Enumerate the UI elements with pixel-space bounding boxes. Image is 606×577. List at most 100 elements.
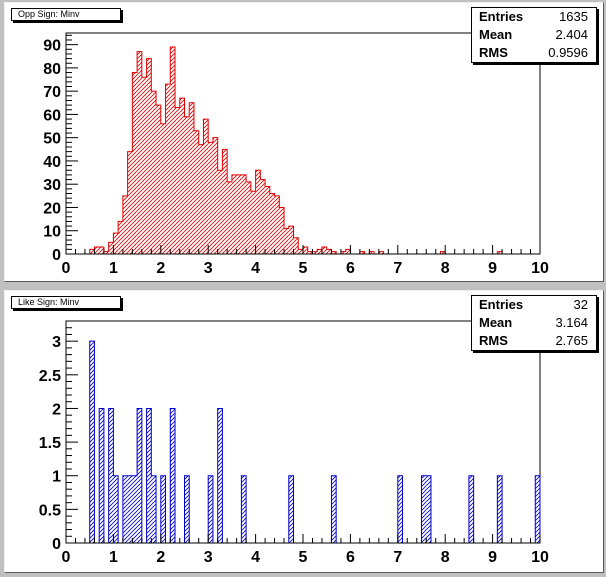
histogram-bin [236,174,242,254]
histogram-bin [122,195,128,254]
histogram-bin [189,102,194,254]
histogram-bin [156,105,161,255]
y-tick-label: 80 [43,61,61,78]
stat-row-rms: RMS 2.765 [472,332,596,350]
histogram-bin [340,251,346,254]
histogram-bin [212,137,218,254]
like-sign-histogram: 0 1 2 3 4 5 6 7 8 9 10 0 0.5 1 1.5 2 2.5 3 [39,320,549,566]
histogram-bin [108,408,114,543]
histogram-bin [208,475,213,543]
histogram-bin [298,249,303,254]
histogram-bin [255,170,261,254]
histogram-bin [331,251,337,254]
like-sign-title: Like Sign: Minv [11,296,121,309]
y-tick-label: 30 [43,177,61,194]
histogram-bin [108,242,114,254]
histogram-bin [184,475,190,543]
histogram-bin [378,251,384,254]
y-tick-label: 0 [52,536,61,553]
stat-label: Entries [479,297,524,312]
histogram-bin [293,237,299,254]
histogram-bin [303,247,308,254]
histogram-bin [184,116,190,254]
y-tick-label: 20 [43,200,61,217]
histogram-bin [118,221,123,254]
histogram-bin [179,98,185,254]
stat-value: 1635 [559,9,588,24]
y-tick-label: 60 [43,107,61,124]
histogram-bin [345,249,351,254]
histogram-bars [89,46,503,255]
histogram-bars [89,341,540,543]
histogram-bin [103,251,109,254]
opp-sign-pad: 0 1 2 3 4 5 6 7 8 9 10 0 10 20 30 40 50 60 70 80 90 Opp Sign… [4,2,604,282]
histogram-bin [288,226,294,254]
y-tick-label: 70 [43,84,61,101]
y-tick-label: 50 [43,131,61,148]
histogram-bin [151,475,157,543]
opp-sign-title: Opp Sign: Minv [11,8,121,21]
histogram-bin [227,181,232,254]
histogram-bin [269,193,275,254]
x-tick-label: 1 [109,549,118,566]
histogram-bin [535,475,540,543]
histogram-bin [137,51,142,254]
histogram-bin [122,475,128,543]
histogram-bin [127,151,133,254]
y-tick-label: 10 [43,224,61,241]
stat-row-mean: Mean 3.164 [472,314,596,332]
stat-label: Mean [479,27,513,42]
stat-row-mean: Mean 2.404 [472,26,596,44]
stat-value: 2.765 [555,333,588,348]
histogram-bin [127,475,133,543]
histogram-bin [359,251,365,254]
histogram-bin [193,130,199,254]
histogram-bin [231,174,237,254]
histogram-bin [99,247,104,254]
stat-value: 0.9596 [548,45,588,60]
histogram-bin [151,91,157,254]
histogram-bin [170,46,176,255]
histogram-bin [307,251,313,254]
x-tick-label: 8 [441,549,450,566]
x-tick-label: 9 [488,549,497,566]
histogram-bin [331,475,337,543]
opp-sign-histogram: 0 1 2 3 4 5 6 7 8 9 10 0 10 20 30 40 50 60 70 80 90 [43,32,549,277]
x-tick-label: 4 [251,549,260,566]
histogram-bin [137,408,142,543]
histogram-bin [468,475,474,543]
histogram-bin [99,408,104,543]
histogram-bin [160,123,166,254]
histogram-bin [321,247,327,254]
histogram-bin [208,142,213,254]
histogram-bin [369,251,375,254]
x-tick-label: 7 [393,260,402,277]
histogram-bin [421,475,427,543]
y-tick-label: 40 [43,154,61,171]
y-tick-label: 1.5 [39,435,61,452]
histogram-bin [246,181,251,254]
histogram-bin [397,475,403,543]
stat-value: 3.164 [555,315,588,330]
histogram-bin [170,408,176,543]
histogram-bin [241,174,247,254]
histogram-bin [89,249,95,254]
x-tick-label: 0 [62,260,71,277]
x-tick-label: 5 [299,260,308,277]
x-tick-label: 6 [346,549,355,566]
y-tick-label: 2.5 [39,368,61,385]
stat-row-entries: Entries 32 [472,296,596,314]
histogram-bin [217,408,223,543]
histogram-bin [203,119,209,254]
y-tick-label: 0 [52,247,61,264]
histogram-bin [94,247,100,254]
y-tick-label: 90 [43,38,61,55]
stat-row-entries: Entries 1635 [472,8,596,26]
histogram-bin [141,77,147,254]
histogram-bin [165,84,171,254]
histogram-bin [440,251,446,254]
y-tick-label: 1 [52,469,61,486]
histogram-bin [89,341,95,543]
histogram-bin [132,72,138,255]
stat-label: Mean [479,315,513,330]
